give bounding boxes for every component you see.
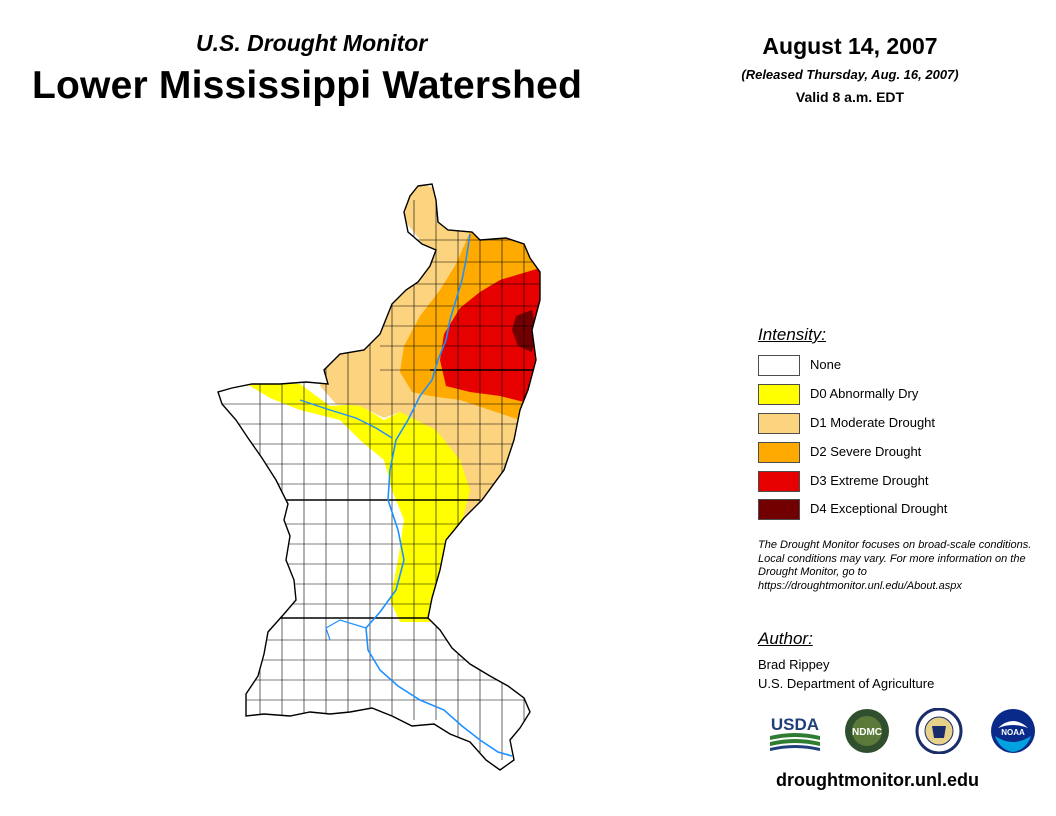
legend-item-none: None [758,355,1018,377]
d0-area [240,380,476,622]
watershed-map [217,183,541,771]
doc-seal-logo [915,708,963,754]
legend-label: D1 Moderate Drought [810,415,936,430]
legend-swatch [758,471,800,492]
legend-item-d0: D0 Abnormally Dry [758,384,1018,406]
map-date: August 14, 2007 [762,33,938,59]
legend-swatch [758,413,800,434]
legend-swatch [758,442,800,463]
valid-time: Valid 8 a.m. EDT [795,89,905,105]
legend-label: D0 Abnormally Dry [810,386,919,401]
author-heading: Author: [758,629,813,648]
drought-layers [218,184,540,760]
red-river [299,399,393,439]
legend-swatch [758,499,800,520]
legend-swatch [758,384,800,405]
map-subtitle: U.S. Drought Monitor [196,30,428,56]
usda-logo-text: USDA [771,715,819,734]
mississippi-river [365,233,513,757]
legend-label: D3 Extreme Drought [810,473,929,488]
d3-area [440,268,540,410]
atchafalaya-river [325,619,367,641]
legend-item-d4: D4 Exceptional Drought [758,499,1018,521]
legend-item-d1: D1 Moderate Drought [758,413,1018,435]
map-title: Lower Mississippi Watershed [32,64,583,107]
legend-label: D4 Exceptional Drought [810,501,948,516]
release-date: (Released Thursday, Aug. 16, 2007) [741,67,959,82]
legend-item-d3: D3 Extreme Drought [758,471,1018,493]
legend-heading: Intensity: [758,325,827,344]
author-organization: U.S. Department of Agriculture [758,676,935,691]
disclaimer-text: The Drought Monitor focuses on broad-sca… [758,539,1032,592]
legend-item-d2: D2 Severe Drought [758,442,1018,464]
ndmc-logo: NDMC [845,709,889,753]
legend-swatch [758,355,800,376]
usda-logo: USDA [770,715,820,751]
author-name: Brad Rippey [758,657,830,672]
noaa-logo: NOAA [991,709,1035,753]
website-link[interactable]: droughtmonitor.unl.edu [776,770,979,790]
legend-label: None [810,357,842,372]
legend-label: D2 Severe Drought [810,444,922,459]
noaa-logo-text: NOAA [1001,728,1025,737]
ndmc-logo-text: NDMC [852,727,882,738]
